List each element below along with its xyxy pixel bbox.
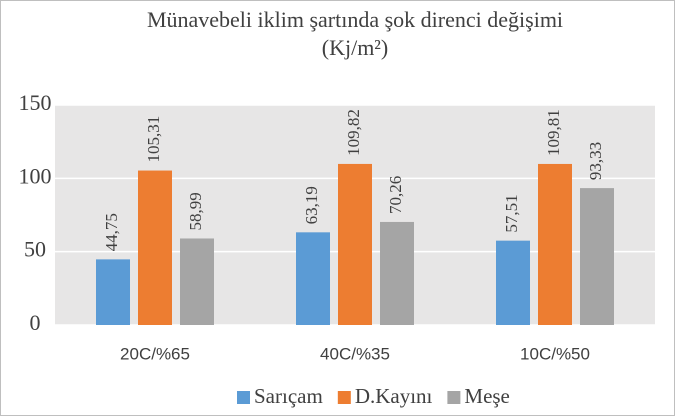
y-tick-label: 0 bbox=[30, 310, 41, 335]
legend-label: Meşe bbox=[464, 384, 510, 408]
data-label: 44,75 bbox=[102, 213, 121, 251]
bar bbox=[96, 259, 130, 325]
data-label: 57,51 bbox=[502, 194, 521, 232]
y-tick-label: 150 bbox=[19, 90, 52, 115]
bar bbox=[138, 170, 172, 325]
data-label: 109,81 bbox=[544, 109, 563, 156]
y-tick-label: 50 bbox=[24, 237, 46, 262]
data-label: 109,82 bbox=[344, 109, 363, 156]
legend-label: D.Kayını bbox=[355, 384, 433, 408]
chart-title: Münavebeli iklim şartında şok direnci de… bbox=[147, 7, 563, 32]
data-label: 105,31 bbox=[144, 116, 163, 163]
bar bbox=[296, 232, 330, 325]
legend-swatch bbox=[447, 391, 461, 404]
x-tick-label: 40C/%35 bbox=[320, 344, 390, 363]
x-tick-label: 10C/%50 bbox=[520, 344, 590, 363]
legend-label: Sarıçam bbox=[254, 384, 323, 408]
bar bbox=[180, 238, 214, 325]
bar bbox=[580, 188, 614, 325]
data-label: 63,19 bbox=[302, 186, 321, 224]
legend-swatch bbox=[337, 391, 351, 404]
x-tick-label: 20C/%65 bbox=[120, 344, 190, 363]
chart-title: (Kj/m²) bbox=[322, 35, 388, 60]
data-label: 93,33 bbox=[586, 142, 605, 180]
data-label: 70,26 bbox=[386, 176, 405, 214]
y-tick-label: 100 bbox=[19, 163, 52, 188]
data-label: 58,99 bbox=[186, 192, 205, 230]
bar bbox=[380, 221, 414, 325]
bar bbox=[496, 240, 530, 325]
legend-swatch bbox=[237, 391, 250, 404]
bar bbox=[338, 163, 372, 325]
bar bbox=[538, 163, 572, 325]
